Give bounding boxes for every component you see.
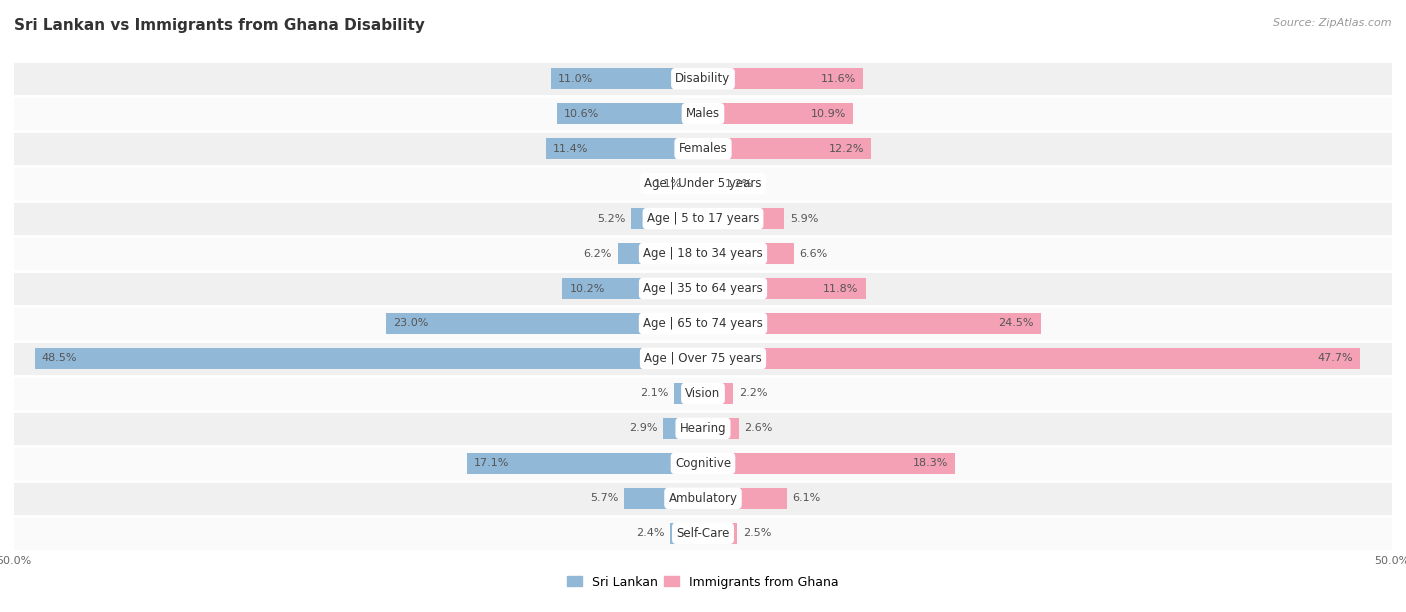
Text: Age | 35 to 64 years: Age | 35 to 64 years: [643, 282, 763, 295]
Bar: [14, 306, 1392, 341]
Bar: [703, 278, 866, 299]
Text: Age | Under 5 years: Age | Under 5 years: [644, 177, 762, 190]
Text: 5.2%: 5.2%: [598, 214, 626, 223]
Bar: [14, 96, 1392, 131]
Bar: [546, 138, 703, 159]
Text: 24.5%: 24.5%: [998, 318, 1033, 329]
Bar: [14, 61, 1392, 96]
Text: Sri Lankan vs Immigrants from Ghana Disability: Sri Lankan vs Immigrants from Ghana Disa…: [14, 18, 425, 34]
Bar: [624, 488, 703, 509]
Bar: [562, 278, 703, 299]
Text: Cognitive: Cognitive: [675, 457, 731, 470]
Text: 10.6%: 10.6%: [564, 109, 599, 119]
Text: 11.8%: 11.8%: [824, 283, 859, 294]
Bar: [673, 383, 703, 404]
Bar: [467, 453, 703, 474]
Bar: [557, 103, 703, 124]
Text: Source: ZipAtlas.com: Source: ZipAtlas.com: [1274, 18, 1392, 28]
Text: 12.2%: 12.2%: [828, 144, 865, 154]
Bar: [14, 376, 1392, 411]
Bar: [703, 103, 853, 124]
Text: 23.0%: 23.0%: [392, 318, 429, 329]
Text: 11.0%: 11.0%: [558, 73, 593, 84]
Text: Age | 18 to 34 years: Age | 18 to 34 years: [643, 247, 763, 260]
Bar: [669, 523, 703, 544]
Bar: [703, 138, 872, 159]
Text: 6.1%: 6.1%: [793, 493, 821, 503]
Bar: [631, 208, 703, 229]
Text: 2.6%: 2.6%: [744, 424, 773, 433]
Text: Disability: Disability: [675, 72, 731, 85]
Bar: [703, 208, 785, 229]
Text: 6.2%: 6.2%: [583, 248, 612, 258]
Text: 1.1%: 1.1%: [654, 179, 682, 188]
Text: 2.5%: 2.5%: [742, 528, 772, 539]
Bar: [703, 418, 738, 439]
Bar: [14, 131, 1392, 166]
Text: Age | 5 to 17 years: Age | 5 to 17 years: [647, 212, 759, 225]
Text: Males: Males: [686, 107, 720, 120]
Text: Hearing: Hearing: [679, 422, 727, 435]
Text: Age | 65 to 74 years: Age | 65 to 74 years: [643, 317, 763, 330]
Bar: [14, 481, 1392, 516]
Text: Age | Over 75 years: Age | Over 75 years: [644, 352, 762, 365]
Bar: [703, 173, 720, 194]
Text: 18.3%: 18.3%: [912, 458, 948, 468]
Bar: [703, 348, 1360, 369]
Bar: [617, 243, 703, 264]
Bar: [551, 68, 703, 89]
Bar: [14, 271, 1392, 306]
Text: 1.2%: 1.2%: [725, 179, 754, 188]
Bar: [14, 236, 1392, 271]
Text: 5.7%: 5.7%: [591, 493, 619, 503]
Bar: [703, 243, 794, 264]
Text: 11.4%: 11.4%: [553, 144, 588, 154]
Text: Females: Females: [679, 142, 727, 155]
Text: 2.4%: 2.4%: [636, 528, 665, 539]
Text: 5.9%: 5.9%: [790, 214, 818, 223]
Bar: [688, 173, 703, 194]
Bar: [14, 411, 1392, 446]
Bar: [14, 516, 1392, 551]
Bar: [664, 418, 703, 439]
Text: 10.9%: 10.9%: [811, 109, 846, 119]
Text: 2.1%: 2.1%: [640, 389, 669, 398]
Bar: [14, 166, 1392, 201]
Bar: [14, 341, 1392, 376]
Text: 10.2%: 10.2%: [569, 283, 605, 294]
Text: Vision: Vision: [685, 387, 721, 400]
Text: Ambulatory: Ambulatory: [668, 492, 738, 505]
Text: Self-Care: Self-Care: [676, 527, 730, 540]
Text: 47.7%: 47.7%: [1317, 354, 1354, 364]
Bar: [387, 313, 703, 334]
Bar: [703, 68, 863, 89]
Text: 17.1%: 17.1%: [474, 458, 509, 468]
Bar: [703, 313, 1040, 334]
Bar: [703, 523, 738, 544]
Bar: [703, 383, 734, 404]
Text: 2.2%: 2.2%: [738, 389, 768, 398]
Text: 11.6%: 11.6%: [821, 73, 856, 84]
Text: 2.9%: 2.9%: [628, 424, 658, 433]
Bar: [703, 488, 787, 509]
Bar: [703, 453, 955, 474]
Bar: [14, 446, 1392, 481]
Text: 48.5%: 48.5%: [42, 354, 77, 364]
Bar: [14, 201, 1392, 236]
Bar: [35, 348, 703, 369]
Legend: Sri Lankan, Immigrants from Ghana: Sri Lankan, Immigrants from Ghana: [562, 570, 844, 594]
Text: 6.6%: 6.6%: [800, 248, 828, 258]
